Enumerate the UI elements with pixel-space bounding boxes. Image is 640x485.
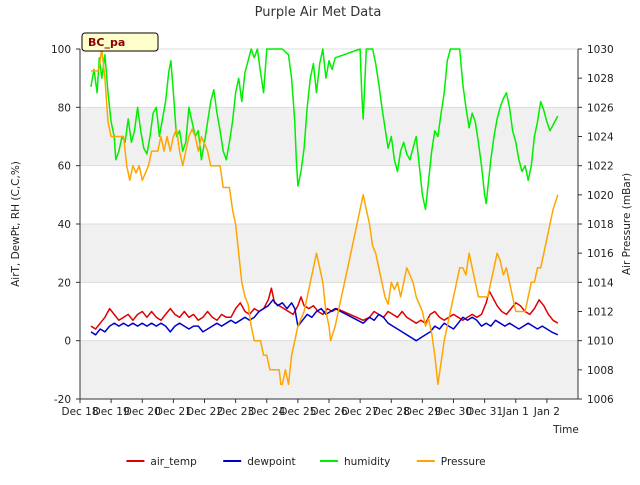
chart-title: Purple Air Met Data — [255, 5, 382, 20]
y2-tick-label: 1030 — [587, 44, 614, 56]
x-tick-label: Dec 26 — [310, 406, 347, 418]
y2-tick-label: 1026 — [587, 102, 614, 114]
y2-tick-label: 1008 — [587, 365, 614, 377]
legend: air_temp dewpoint humidity Pressure — [126, 456, 486, 468]
legend-entry-pressure: Pressure — [416, 456, 486, 468]
x-tick-label: Dec 31 — [466, 406, 503, 418]
series-line-humidity — [90, 48, 559, 211]
station-stamp: BC_pa — [81, 32, 159, 52]
x-tick-label: Dec 20 — [124, 406, 161, 418]
background-band-1 — [80, 224, 578, 283]
x-axis-label: Time — [552, 424, 579, 436]
legend-entry-humidity: humidity — [320, 456, 390, 468]
y2-tick-label: 1010 — [587, 336, 614, 348]
legend-entry-dewpoint: dewpoint — [223, 456, 296, 468]
series-line-pressure — [90, 48, 559, 386]
y2-tick-label: 1006 — [587, 394, 614, 406]
x-tick-label: Dec 18 — [61, 406, 98, 418]
y2-tick-label: 1016 — [587, 248, 614, 260]
y2-axis-label: Air Pressure (mBar) — [621, 173, 633, 275]
y-axis-label: AirT, DewPt, RH (C,C,%) — [10, 161, 22, 287]
y2-tick-label: 1024 — [587, 132, 614, 144]
x-tick-label: Dec 29 — [404, 406, 441, 418]
y2-tick-label: 1028 — [587, 73, 614, 85]
y-tick-label: -20 — [54, 394, 71, 406]
legend-label: Pressure — [441, 456, 486, 468]
y2-tick-label: 1014 — [587, 277, 614, 289]
x-tick-label: Jan 1 — [502, 406, 529, 418]
x-tick-label: Dec 19 — [93, 406, 130, 418]
y2-tick-label: 1018 — [587, 219, 614, 231]
x-tick-label: Dec 21 — [155, 406, 192, 418]
y-tick-label: 60 — [58, 161, 71, 173]
x-tick-label: Jan 2 — [533, 406, 560, 418]
background-band-0 — [80, 340, 578, 399]
y-tick-label: 40 — [58, 219, 71, 231]
background-band-2 — [80, 107, 578, 166]
series-line-air-temp — [90, 287, 559, 330]
y-tick-label: 80 — [58, 102, 71, 114]
y2-tick-label: 1022 — [587, 161, 614, 173]
y2-tick-label: 1020 — [587, 190, 614, 202]
series-line-dewpoint — [90, 299, 559, 342]
x-tick-label: Dec 23 — [217, 406, 254, 418]
legend-label: humidity — [344, 456, 390, 468]
x-tick-label: Dec 30 — [435, 406, 472, 418]
y-tick-label: 100 — [51, 44, 71, 56]
x-tick-label: Dec 28 — [373, 406, 410, 418]
y-tick-label: 0 — [64, 336, 71, 348]
legend-label: air_temp — [150, 456, 197, 468]
y2-tick-label: 1012 — [587, 307, 614, 319]
y-tick-label: 20 — [58, 277, 71, 289]
x-tick-label: Dec 24 — [248, 406, 285, 418]
legend-label: dewpoint — [247, 456, 296, 468]
x-tick-label: Dec 27 — [342, 406, 379, 418]
station-stamp-label: BC_pa — [88, 36, 125, 49]
x-tick-label: Dec 22 — [186, 406, 223, 418]
x-tick-label: Dec 25 — [279, 406, 316, 418]
legend-entry-air-temp: air_temp — [126, 456, 197, 468]
